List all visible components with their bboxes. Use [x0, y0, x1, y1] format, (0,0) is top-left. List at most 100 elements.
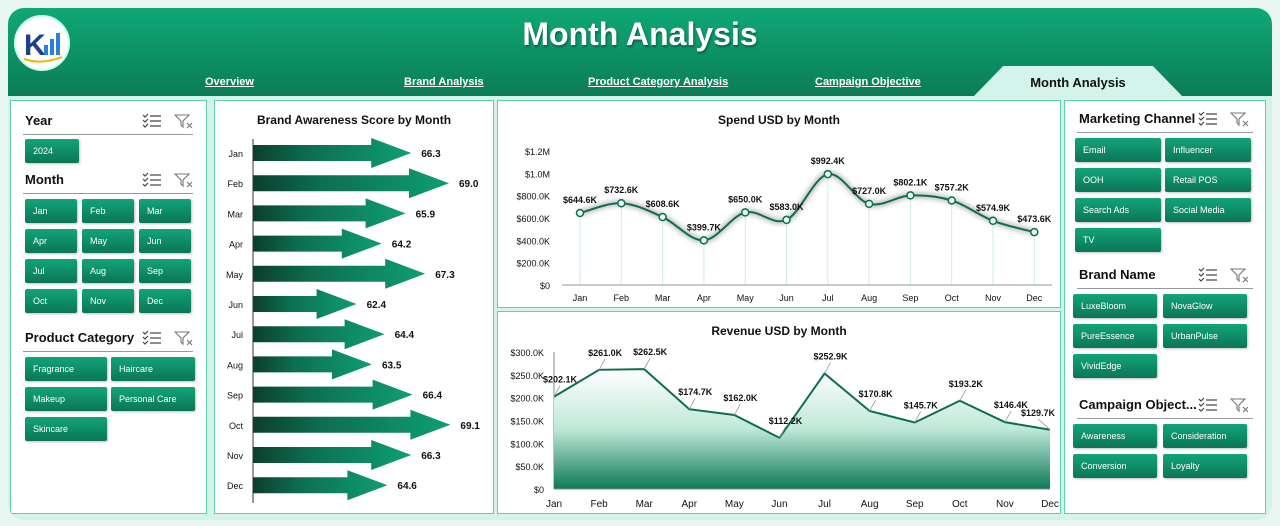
awareness-value-label: 64.4 — [395, 330, 415, 341]
clear-filter-icon[interactable] — [1230, 267, 1250, 283]
multi-select-icon[interactable] — [142, 113, 162, 129]
revenue-chart: Revenue USD by Month $0 $50.0K $100.0K $150… — [497, 311, 1061, 514]
clear-filter-icon[interactable] — [174, 172, 194, 188]
company-logo: K — [14, 15, 70, 71]
slicer-button-retail-pos[interactable]: Retail POS — [1165, 168, 1251, 192]
revenue-data-label: $145.7K — [904, 400, 939, 410]
slicer-button-consideration[interactable]: Consideration — [1163, 424, 1247, 448]
slicer-button-makeup[interactable]: Makeup — [25, 387, 107, 411]
spend-y-tick: $0 — [540, 281, 550, 291]
spend-x-tick: May — [737, 293, 755, 303]
slicer-button-nov[interactable]: Nov — [82, 289, 134, 313]
slicer-button-jul[interactable]: Jul — [25, 259, 77, 283]
awareness-bar — [253, 198, 406, 229]
slicer-button-jun[interactable]: Jun — [139, 229, 191, 253]
tab-campaign-objective[interactable]: Campaign Objective — [815, 76, 921, 88]
slicer-button-conversion[interactable]: Conversion — [1073, 454, 1157, 478]
tab-brand-analysis[interactable]: Brand Analysis — [404, 76, 484, 88]
slicer-button-personal-care[interactable]: Personal Care — [111, 387, 195, 411]
slicer-button-loyalty[interactable]: Loyalty — [1163, 454, 1247, 478]
revenue-x-tick: Jul — [818, 499, 831, 510]
revenue-leader-line — [824, 362, 831, 374]
revenue-leader-line — [959, 389, 967, 401]
slicer-button-tv[interactable]: TV — [1075, 228, 1161, 252]
spend-y-tick: $600.0K — [516, 214, 550, 224]
revenue-data-label: $252.9K — [814, 352, 849, 362]
multi-select-icon[interactable] — [1198, 397, 1218, 413]
slicer-button-skincare[interactable]: Skincare — [25, 417, 107, 441]
awareness-bar — [253, 289, 357, 319]
awareness-bar — [253, 470, 388, 501]
slicer-title: Product Category — [25, 330, 135, 345]
spend-point — [988, 216, 998, 226]
slicer-button-vividedge[interactable]: VividEdge — [1073, 354, 1157, 378]
multi-select-icon[interactable] — [142, 330, 162, 346]
chart-title: Spend USD by Month — [718, 113, 840, 127]
awareness-category-label: Nov — [227, 451, 244, 461]
left-slicer-panel: Year 2024 Month Jan Feb Mar Apr May Jun Jul Aug Sep… — [10, 100, 207, 514]
spend-data-label: $727.0K — [852, 186, 887, 196]
revenue-leader-line — [1004, 410, 1012, 423]
slicer-button-jan[interactable]: Jan — [25, 199, 77, 223]
slicer-button-email[interactable]: Email — [1075, 138, 1161, 162]
revenue-x-tick: May — [725, 499, 744, 510]
revenue-data-label: $193.2K — [949, 379, 984, 389]
slicer-title: Campaign Object... — [1079, 397, 1197, 412]
slicer-button-sep[interactable]: Sep — [139, 259, 191, 283]
clear-filter-icon[interactable] — [1230, 397, 1250, 413]
revenue-data-label: $174.7K — [678, 387, 713, 397]
slicer-button-ooh[interactable]: OOH — [1075, 168, 1161, 192]
tab-product-category-analysis[interactable]: Product Category Analysis — [588, 76, 729, 88]
slicer-button-luxebloom[interactable]: LuxeBloom — [1073, 294, 1157, 318]
spend-point — [947, 196, 956, 205]
revenue-x-tick: Sep — [906, 499, 924, 510]
slicer-title: Marketing Channel — [1079, 111, 1196, 126]
slicer-button-fragrance[interactable]: Fragrance — [25, 357, 107, 381]
slicer-button-social-media[interactable]: Social Media — [1165, 198, 1251, 222]
revenue-leader-line — [779, 426, 786, 438]
awareness-category-label: Dec — [227, 481, 244, 491]
slicer-button-dec[interactable]: Dec — [139, 289, 191, 313]
awareness-category-label: Mar — [228, 209, 244, 219]
slicer-button-2024[interactable]: 2024 — [25, 139, 79, 163]
awareness-value-label: 65.9 — [416, 209, 436, 220]
slicer-button-may[interactable]: May — [82, 229, 134, 253]
slicer-title: Month — [25, 172, 64, 187]
spend-point — [575, 208, 585, 218]
awareness-value-label: 69.0 — [459, 179, 479, 190]
slicer-button-awareness[interactable]: Awareness — [1073, 424, 1157, 448]
spend-point — [906, 191, 915, 200]
awareness-category-label: Jun — [228, 300, 243, 310]
revenue-y-tick: $0 — [534, 485, 544, 495]
revenue-x-tick: Jan — [546, 499, 562, 510]
slicer-button-novaglow[interactable]: NovaGlow — [1163, 294, 1247, 318]
dashboard-frame: K Month Analysis Overview Brand Analysis… — [8, 8, 1272, 520]
tab-month-analysis[interactable]: Month Analysis — [974, 66, 1182, 96]
slicer-button-mar[interactable]: Mar — [139, 199, 191, 223]
awareness-bar — [253, 349, 372, 380]
slicer-button-pureessence[interactable]: PureEssence — [1073, 324, 1157, 348]
clear-filter-icon[interactable] — [1230, 111, 1250, 127]
awareness-value-label: 66.3 — [421, 451, 441, 462]
multi-select-icon[interactable] — [142, 172, 162, 188]
slicer-button-feb[interactable]: Feb — [82, 199, 134, 223]
clear-filter-icon[interactable] — [174, 113, 194, 129]
spend-point — [864, 199, 874, 209]
tab-overview[interactable]: Overview — [205, 76, 254, 88]
slicer-button-influencer[interactable]: Influencer — [1165, 138, 1251, 162]
revenue-line — [553, 368, 1051, 440]
revenue-leader-line — [734, 403, 741, 416]
slicer-button-aug[interactable]: Aug — [82, 259, 134, 283]
slicer-button-urbanpulse[interactable]: UrbanPulse — [1163, 324, 1247, 348]
slicer-button-oct[interactable]: Oct — [25, 289, 77, 313]
slicer-button-search-ads[interactable]: Search Ads — [1075, 198, 1161, 222]
multi-select-icon[interactable] — [1198, 111, 1218, 127]
spend-data-label: $732.6K — [604, 185, 639, 195]
revenue-leader-line — [869, 399, 876, 412]
multi-select-icon[interactable] — [1198, 267, 1218, 283]
slicer-button-haircare[interactable]: Haircare — [111, 357, 195, 381]
spend-y-tick: $800.0K — [516, 192, 550, 202]
revenue-x-tick: Dec — [1041, 499, 1059, 510]
slicer-button-apr[interactable]: Apr — [25, 229, 77, 253]
clear-filter-icon[interactable] — [174, 330, 194, 346]
